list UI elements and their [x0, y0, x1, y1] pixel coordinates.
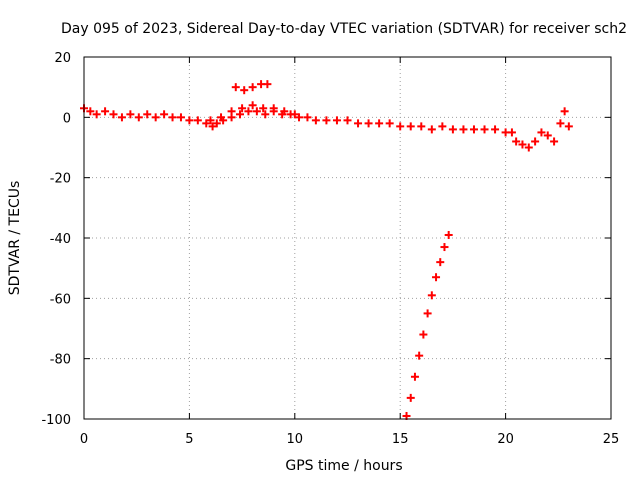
data-point — [364, 119, 373, 128]
data-point — [126, 110, 135, 119]
data-point — [295, 113, 304, 122]
data-point — [354, 119, 363, 128]
data-point — [438, 122, 447, 131]
data-point — [531, 137, 540, 146]
data-point — [252, 107, 261, 116]
data-point — [440, 243, 449, 252]
data-point — [185, 116, 194, 125]
data-point — [280, 107, 289, 116]
data-point — [419, 330, 428, 339]
x-axis-label: GPS time / hours — [285, 458, 402, 474]
data-point — [507, 128, 516, 137]
data-point — [117, 113, 126, 122]
data-point — [202, 119, 211, 128]
data-point — [86, 107, 95, 116]
data-point — [423, 309, 432, 318]
data-point — [480, 125, 489, 134]
data-point — [385, 119, 394, 128]
data-point — [248, 101, 257, 110]
data-point — [238, 104, 247, 113]
data-point — [269, 104, 278, 113]
data-point — [518, 140, 527, 149]
data-point — [290, 110, 299, 119]
data-point — [227, 107, 236, 116]
data-point — [560, 107, 569, 116]
grid — [84, 57, 611, 419]
y-tick-label: -40 — [50, 232, 71, 247]
data-point — [92, 110, 101, 119]
data-point — [396, 122, 405, 131]
data-point — [432, 273, 441, 282]
data-point — [212, 119, 221, 128]
data-point — [303, 113, 312, 122]
data-point — [261, 110, 270, 119]
data-point — [444, 230, 453, 239]
y-tick-label: -60 — [50, 292, 71, 307]
data-point — [448, 125, 457, 134]
y-tick-label: 20 — [54, 51, 71, 66]
data-point — [550, 137, 559, 146]
data-point — [208, 122, 217, 131]
data-point — [263, 80, 272, 89]
data-point — [143, 110, 152, 119]
data-point — [406, 122, 415, 131]
data-point — [240, 86, 249, 95]
data-point — [436, 258, 445, 267]
data-point — [410, 372, 419, 381]
plot-frame — [83, 56, 612, 420]
x-tick-label: 5 — [185, 432, 193, 447]
data-point — [311, 116, 320, 125]
x-tick-label: 15 — [392, 432, 409, 447]
tick-labels: 0 5 10 15 20 25 -100 -80 -60 -40 -20 0 20 — [41, 51, 619, 447]
data-point — [176, 113, 185, 122]
x-tick-label: 0 — [80, 432, 88, 447]
data-point — [235, 110, 244, 119]
data-point — [491, 125, 500, 134]
y-axis-label: SDTVAR / TECUs — [7, 181, 23, 296]
data-point — [193, 116, 202, 125]
data-point — [524, 143, 533, 152]
data-point — [259, 104, 268, 113]
data-point — [168, 113, 177, 122]
data-point — [134, 113, 143, 122]
y-tick-label: -100 — [41, 413, 71, 428]
data-point — [469, 125, 478, 134]
data-point — [244, 107, 253, 116]
data-point — [231, 83, 240, 92]
data-point — [564, 122, 573, 131]
data-point — [406, 393, 415, 402]
data-point — [109, 110, 118, 119]
data-point — [512, 137, 521, 146]
x-tick-label: 10 — [287, 432, 304, 447]
data-point — [322, 116, 331, 125]
y-tick-label: -80 — [50, 353, 71, 368]
data-point — [206, 116, 215, 125]
x-tick-label: 25 — [603, 432, 620, 447]
data-point — [332, 116, 341, 125]
data-point — [375, 119, 384, 128]
y-tick-label: -20 — [50, 172, 71, 187]
data-point — [415, 351, 424, 360]
x-tick-label: 20 — [497, 432, 514, 447]
data-point — [248, 83, 257, 92]
chart-title: Day 095 of 2023, Sidereal Day-to-day VTE… — [61, 21, 627, 37]
data-point — [556, 119, 565, 128]
data-point — [217, 113, 226, 122]
data-point — [160, 110, 169, 119]
data-point — [427, 125, 436, 134]
data-point — [343, 116, 352, 125]
data-point — [537, 128, 546, 137]
data-point — [151, 113, 160, 122]
y-tick-label: 0 — [63, 111, 71, 126]
data-point — [417, 122, 426, 131]
data-point — [101, 107, 110, 116]
data-point — [459, 125, 468, 134]
data-point — [427, 291, 436, 300]
data-points — [80, 80, 573, 420]
data-point — [543, 131, 552, 140]
axis-ticks — [83, 56, 612, 420]
